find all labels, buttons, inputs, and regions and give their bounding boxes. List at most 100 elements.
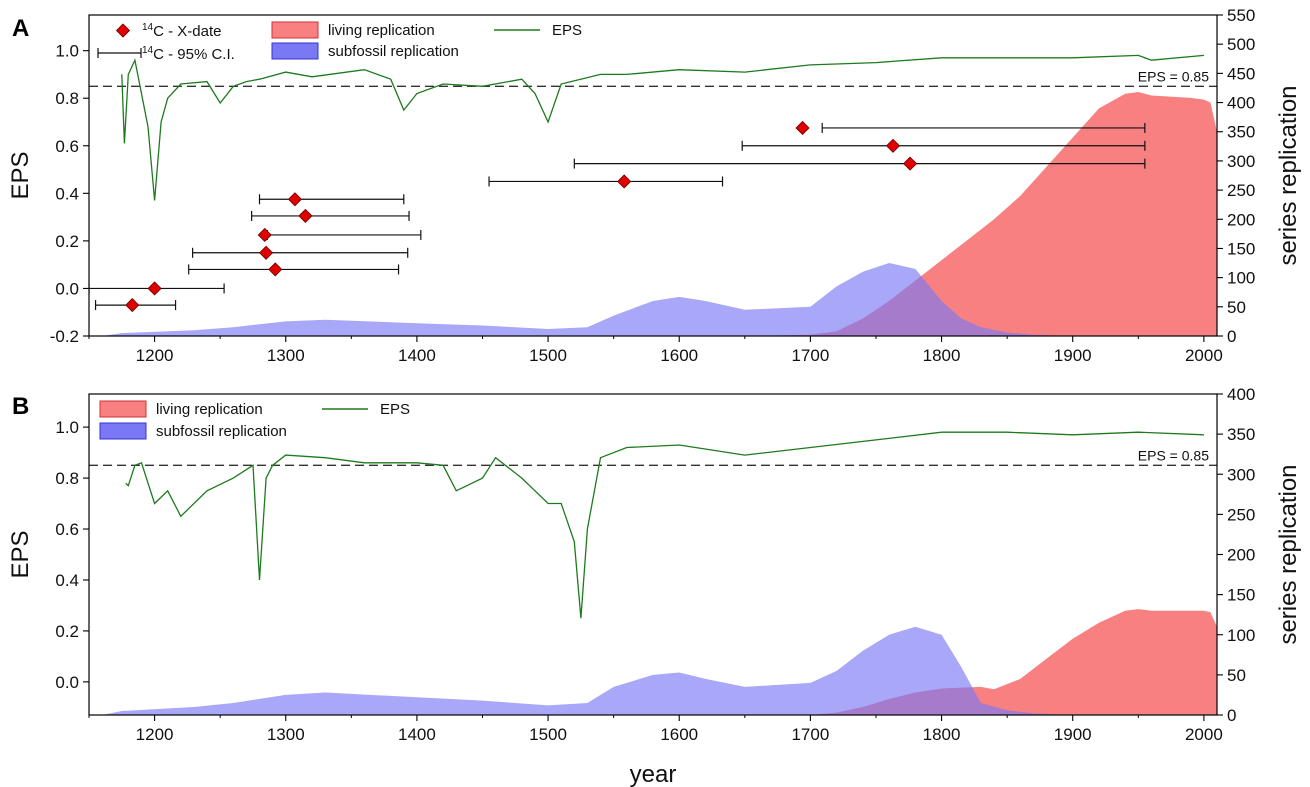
plot-area <box>89 54 1217 336</box>
y2-tick-label: 50 <box>1227 298 1246 317</box>
panel-letter: A <box>12 15 29 42</box>
legend-eps-label: EPS <box>380 401 410 418</box>
y2-tick-label: 0 <box>1227 327 1236 346</box>
y-tick-label: 0.2 <box>55 232 79 251</box>
xdate-marker <box>885 138 901 153</box>
xdate-marker <box>147 281 162 296</box>
x-tick-label: 2000 <box>1185 346 1223 365</box>
y2-tick-label: 250 <box>1227 181 1255 200</box>
legend-subfossil-swatch <box>271 42 319 60</box>
y-tick-label: 0.8 <box>55 469 79 488</box>
y-tick-label: 0.4 <box>55 184 79 203</box>
y2-tick-label: 200 <box>1227 546 1255 565</box>
y-tick-label: 0.2 <box>55 622 79 641</box>
y2-tick-label: 300 <box>1227 152 1255 171</box>
legend-xdate-marker <box>115 23 131 38</box>
legend-subfossil-label: subfossil replication <box>156 423 287 440</box>
x-axis-label: year <box>630 761 677 787</box>
x-tick-label: 1800 <box>923 346 961 365</box>
panel-letter: B <box>12 393 29 420</box>
eps-line <box>125 431 1204 619</box>
legend-iso-superscript: 14 <box>142 22 154 33</box>
y-tick-label: 1.0 <box>55 418 79 437</box>
legend-iso-superscript: 14 <box>142 45 154 56</box>
x-tick-label: 1300 <box>267 725 305 744</box>
legend-ci-text: C - 95% C.I. <box>153 46 235 63</box>
legend: living replication subfossil replication E… <box>99 400 410 440</box>
y-tick-label: 0.8 <box>55 89 79 108</box>
x-tick-label: 1600 <box>660 725 698 744</box>
x-tick-label: 1600 <box>660 346 698 365</box>
subfossil-replication-area <box>102 263 1204 336</box>
x-tick-label: 1500 <box>529 725 567 744</box>
legend-subfossil-label: subfossil replication <box>328 43 459 60</box>
x-tick-label: 2000 <box>1185 725 1223 744</box>
y-tick-label: 0.6 <box>55 137 79 156</box>
x-tick-label: 1700 <box>791 346 829 365</box>
y2-tick-label: 50 <box>1227 666 1246 685</box>
subfossil-replication-area <box>102 626 1204 715</box>
xdate-marker <box>298 208 313 223</box>
y2-tick-label: 100 <box>1227 626 1255 645</box>
eps-threshold-label: EPS = 0.85 <box>1138 68 1209 84</box>
x-tick-label: 1300 <box>267 346 305 365</box>
xdate-marker <box>903 156 918 171</box>
y-axis-label: EPS <box>7 530 34 578</box>
y2-tick-label: 550 <box>1227 6 1255 25</box>
x-tick-label: 1500 <box>529 346 567 365</box>
y2-tick-label: 400 <box>1227 385 1255 404</box>
xdate-marker <box>125 298 140 313</box>
x-tick-label: 1900 <box>1054 725 1092 744</box>
y-axis-label: EPS <box>7 151 34 199</box>
y2-tick-label: 0 <box>1227 706 1236 725</box>
y2-tick-label: 350 <box>1227 425 1255 444</box>
x-tick-label: 1200 <box>136 346 174 365</box>
y2-tick-label: 250 <box>1227 505 1255 524</box>
y2-tick-label: 300 <box>1227 465 1255 484</box>
legend-xdate-text: C - X-date <box>153 23 221 40</box>
x-tick-label: 1200 <box>136 725 174 744</box>
legend-xdate-label: 14C - X-date <box>142 22 221 40</box>
y2-axis-label: series replication <box>1275 464 1302 644</box>
xdate-marker <box>268 262 283 277</box>
legend-living-swatch <box>271 21 319 39</box>
legend-subfossil-swatch <box>99 422 147 440</box>
legend-ci-label: 14C - 95% C.I. <box>142 45 235 63</box>
xdate-marker <box>795 120 810 136</box>
xdate-marker <box>287 192 302 207</box>
x-tick-label: 1400 <box>398 346 436 365</box>
legend-eps-label: EPS <box>552 22 582 39</box>
y2-tick-label: 150 <box>1227 239 1255 258</box>
y-tick-label: -0.2 <box>50 327 79 346</box>
living-replication-area <box>810 609 1217 715</box>
legend-living-label: living replication <box>328 22 435 39</box>
y2-tick-label: 150 <box>1227 586 1255 605</box>
y-tick-label: 0.0 <box>55 279 79 298</box>
x-tick-label: 1400 <box>398 725 436 744</box>
y-tick-label: 0.6 <box>55 520 79 539</box>
living-replication-area <box>744 92 1217 336</box>
y2-tick-label: 100 <box>1227 269 1255 288</box>
y-tick-label: 1.0 <box>55 42 79 61</box>
eps-threshold-label: EPS = 0.85 <box>1138 447 1209 463</box>
y-tick-label: 0.0 <box>55 673 79 692</box>
plot-area <box>89 431 1217 715</box>
x-tick-label: 1700 <box>791 725 829 744</box>
eps-line <box>121 54 1204 201</box>
xdate-marker <box>259 245 274 260</box>
y-tick-label: 0.4 <box>55 571 79 590</box>
x-tick-label: 1800 <box>923 725 961 744</box>
plot-frame <box>88 14 1218 337</box>
y2-tick-label: 350 <box>1227 123 1255 142</box>
y2-tick-label: 200 <box>1227 210 1255 229</box>
legend-living-swatch <box>99 400 147 418</box>
y2-tick-label: 450 <box>1227 64 1255 83</box>
xdate-marker <box>617 174 632 189</box>
x-tick-label: 1900 <box>1054 346 1092 365</box>
y2-tick-label: 400 <box>1227 94 1255 113</box>
xdate-marker <box>257 227 272 243</box>
